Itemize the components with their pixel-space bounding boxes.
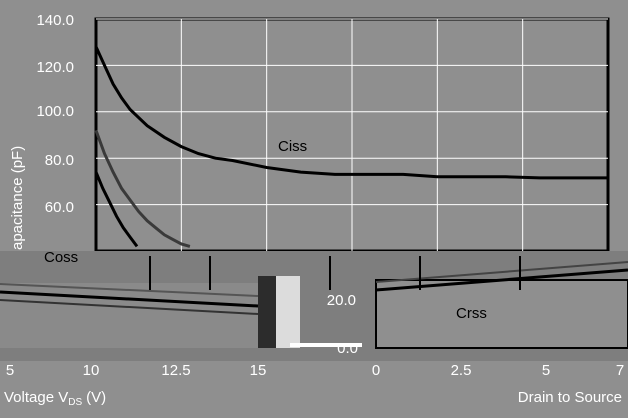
bottom-axis-band	[0, 361, 628, 418]
lower-trace	[0, 283, 259, 297]
x-tick-label: 15	[250, 362, 267, 379]
x-axis-label-unit: (V)	[86, 389, 106, 406]
lower-trace	[0, 290, 259, 308]
mid-y-tick-label: 0.0	[337, 340, 358, 357]
lower-trace	[375, 261, 628, 283]
x-tick-label: 0	[372, 362, 380, 379]
x-tick-label: 12.5	[161, 362, 190, 379]
y-tick-label: 100.0	[36, 103, 74, 120]
x-axis-label-subscript: DS	[68, 397, 82, 408]
series-label-crss: Crss	[456, 305, 487, 322]
y-tick-label: 80.0	[45, 152, 74, 169]
lower-lines	[0, 256, 628, 315]
lower-panels: Coss Crss 20.0 0.0	[0, 249, 628, 361]
lower-trace	[0, 299, 259, 315]
x-tick-label: 2.5	[451, 362, 472, 379]
x-axis-label-right: Drain to Source	[518, 389, 622, 406]
x-axis-label-text: Voltage V	[4, 389, 68, 406]
middle-axis-panel	[300, 276, 376, 348]
y-tick-label: 140.0	[36, 12, 74, 29]
y-axis-label: apacitance (pF)	[9, 146, 26, 250]
series-label-coss: Coss	[44, 249, 78, 266]
divider-light	[276, 276, 300, 348]
right-lower-plot	[375, 279, 628, 349]
series-line-third	[94, 171, 139, 248]
lower-x-ticks: 5 10 12.5 15 0 2.5 5 7	[6, 362, 624, 379]
x-tick-label: 7	[616, 362, 624, 379]
upper-series	[94, 46, 608, 248]
lower-trace	[375, 268, 628, 292]
y-tick-label: 60.0	[45, 199, 74, 216]
x-tick-label: 5	[6, 362, 14, 379]
upper-y-ticks: 140.0 120.0 100.0 80.0 60.0	[36, 12, 74, 216]
mid-y-tick-label: 20.0	[327, 292, 356, 309]
upper-gridlines	[96, 18, 608, 251]
series-label-ciss: Ciss	[278, 138, 307, 155]
x-axis-label-left: Voltage VDS (V)	[4, 389, 106, 408]
x-tick-label: 10	[83, 362, 100, 379]
y-tick-label: 120.0	[36, 59, 74, 76]
series-line-ciss	[94, 46, 608, 180]
series-line-coss	[94, 129, 191, 248]
divider-dark	[258, 276, 276, 348]
x-tick-label: 5	[542, 362, 550, 379]
